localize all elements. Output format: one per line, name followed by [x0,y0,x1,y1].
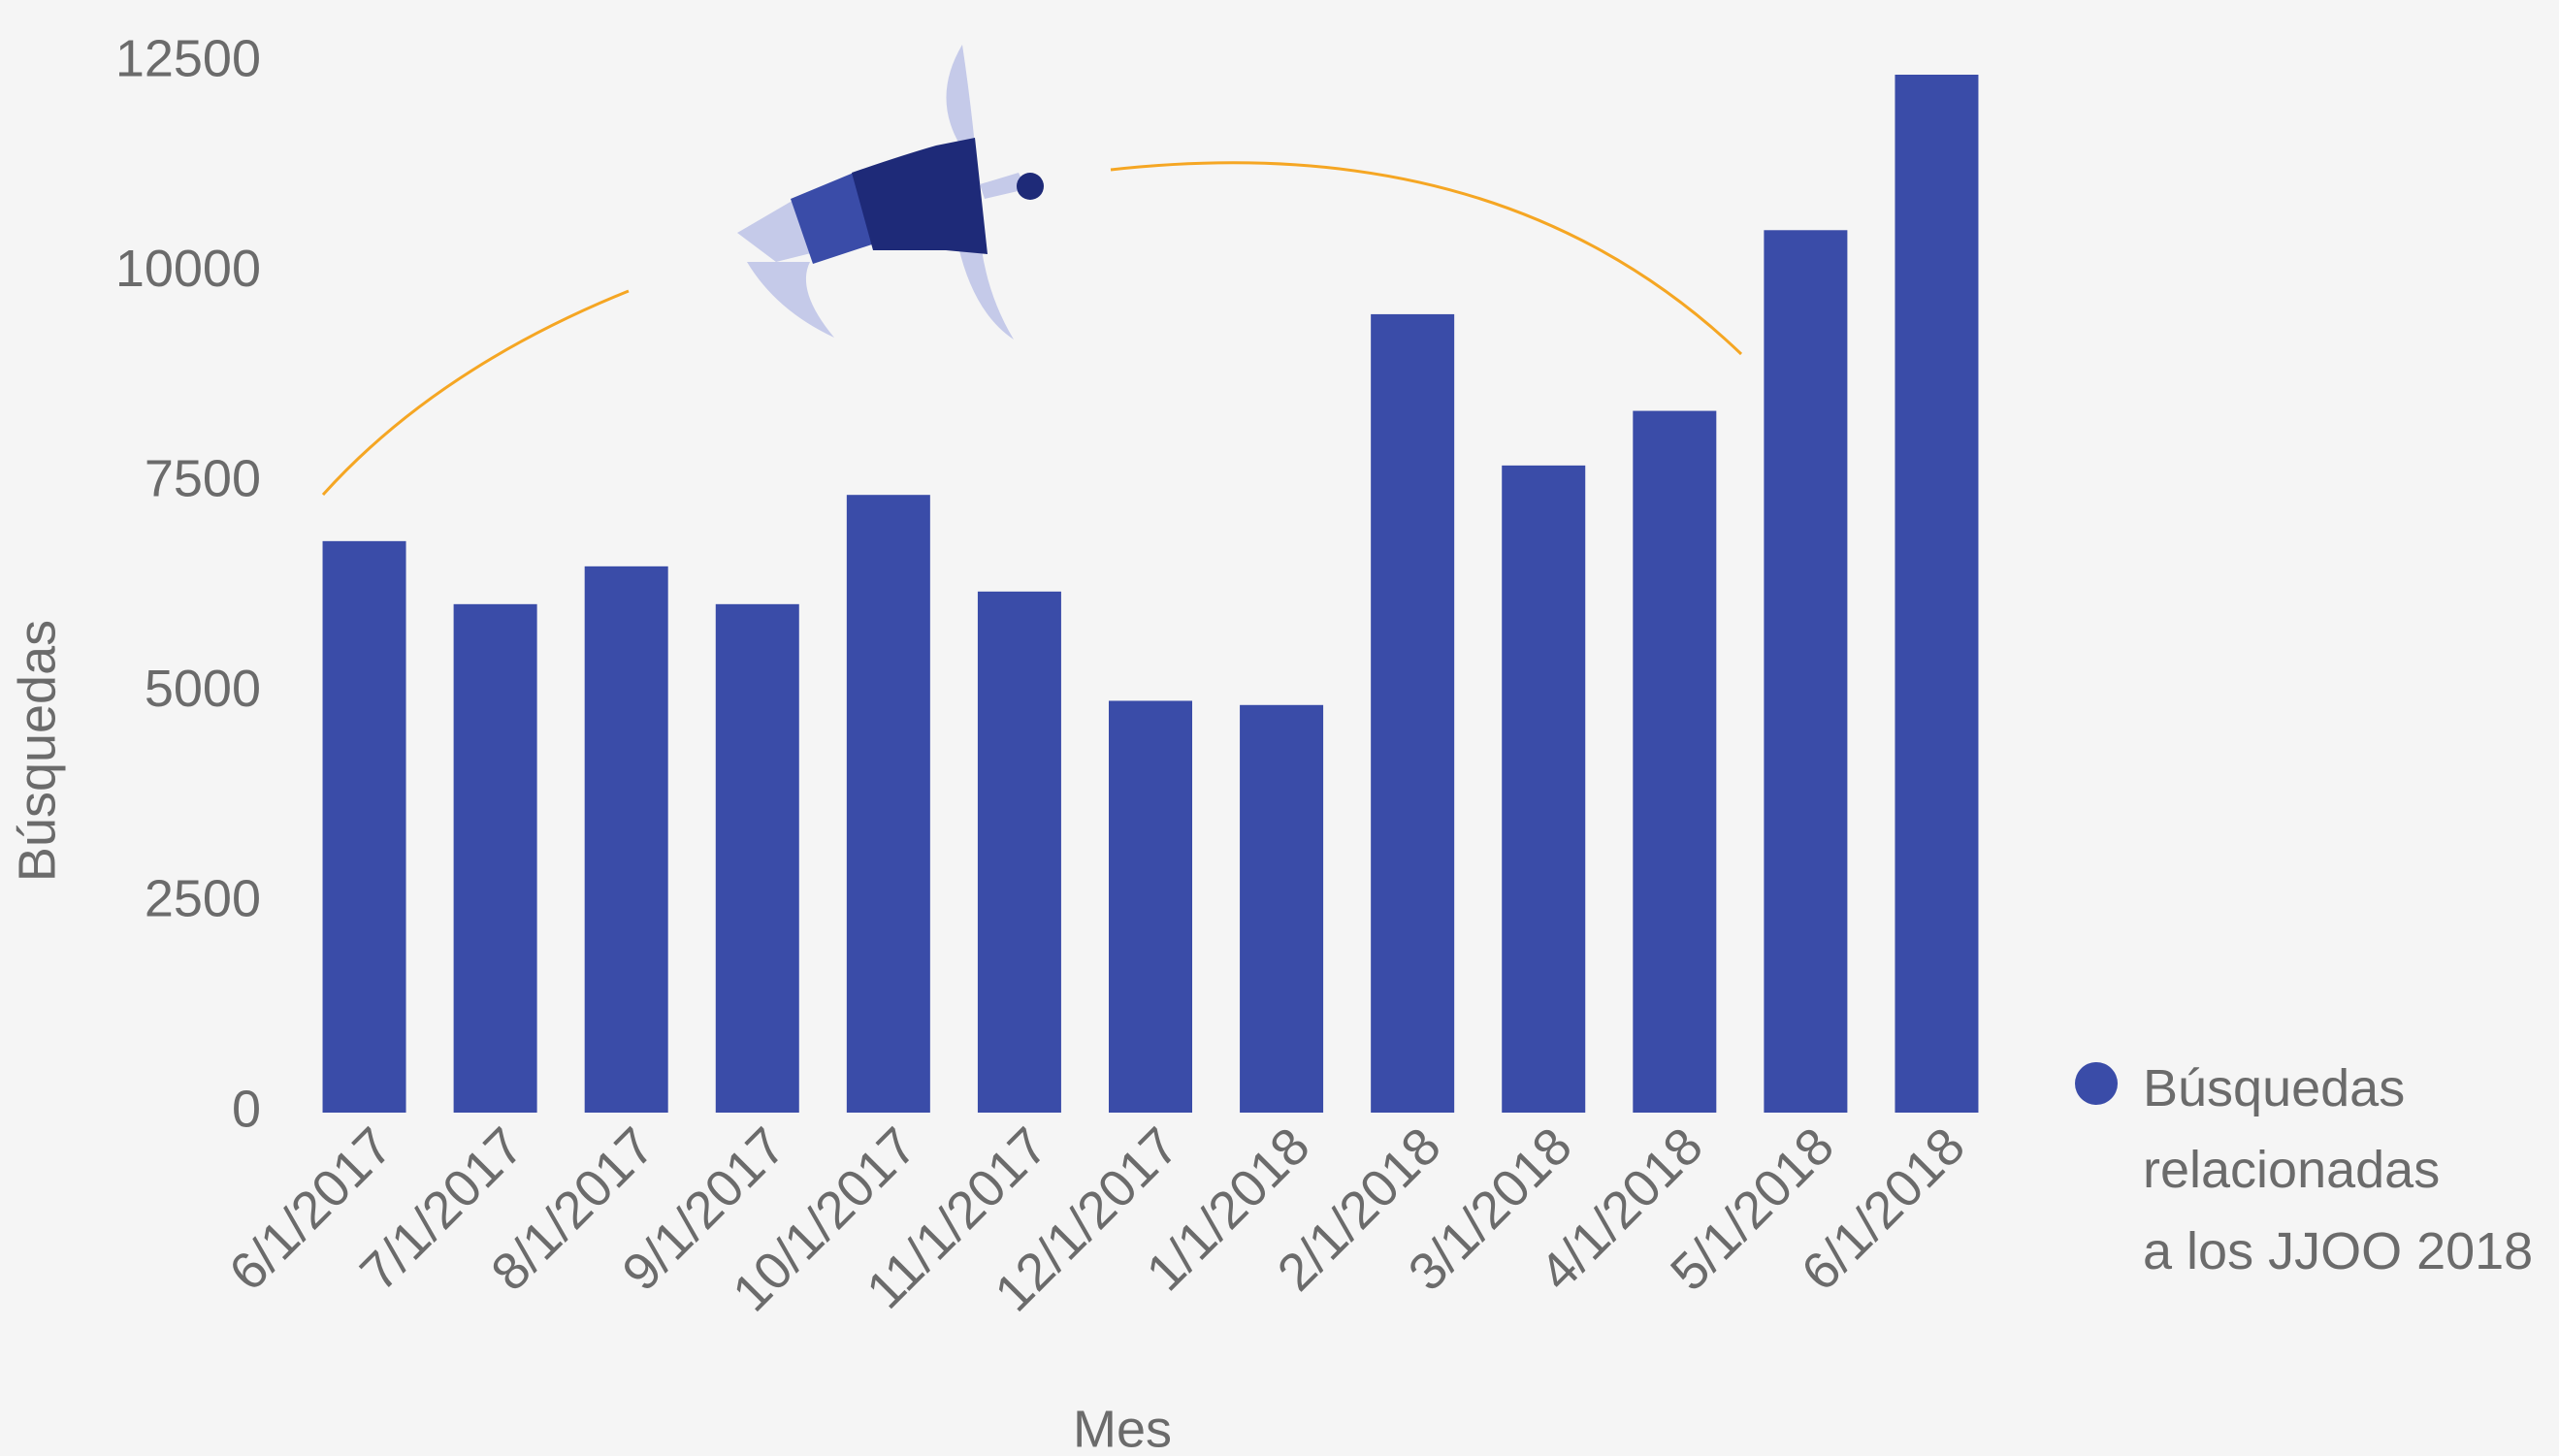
jumper-figure [737,45,1044,340]
y-tick-label: 10000 [115,240,261,298]
y-tick-label: 7500 [145,449,261,507]
x-axis-title: Mes [1073,1400,1172,1456]
bar [322,540,406,1113]
bar [1895,74,1979,1114]
bar [584,566,668,1113]
y-tick-label: 12500 [115,29,261,87]
bar [1633,410,1717,1113]
y-tick-label: 5000 [145,660,261,718]
bar [977,591,1061,1113]
bar [1240,704,1324,1113]
bar [1502,465,1586,1113]
bar [1371,313,1455,1113]
bar [1764,230,1848,1113]
arc [1110,161,1743,356]
legend-label: Búsquedas relacionadas a los JJOO 2018 [2143,1059,2534,1280]
bar [453,603,537,1113]
y-tick-label: 2500 [145,870,261,928]
y-axis-title: Búsquedas [8,620,66,882]
arc [321,289,630,497]
legend-swatch [2075,1062,2118,1105]
y-tick-label: 0 [232,1080,261,1138]
bar [846,495,930,1113]
decoration [321,45,1743,497]
bar [715,603,799,1113]
bar [1109,700,1192,1113]
